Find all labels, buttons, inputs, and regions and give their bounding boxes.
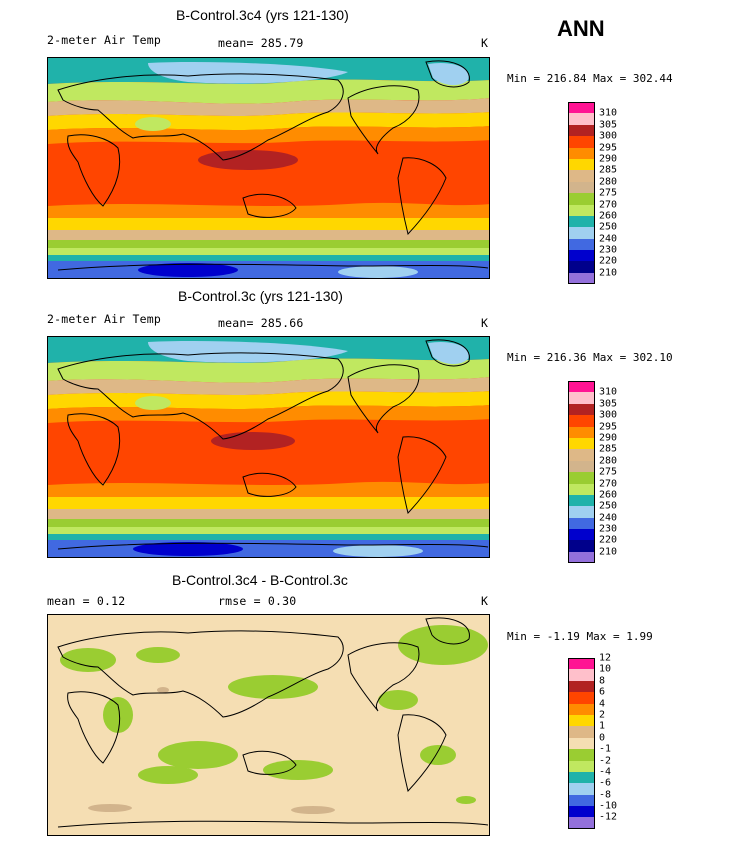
panel1-legend-label: 260: [599, 210, 618, 222]
panel1-legend-label: 290: [599, 153, 618, 165]
panel2-legend-label: 300: [599, 409, 618, 421]
panel3-legend-label: -12: [599, 811, 618, 823]
panel1-units: K: [481, 36, 489, 50]
panel1-colorbar: 310 305 300 295 290 285 280 275 270 260 …: [568, 102, 618, 285]
panel3-legend-label: 6: [599, 686, 606, 698]
panel3-colorbar: 12 10 8 6 4 2 1 0 -1 -2 -4 -6 -8 -10 -12: [568, 652, 618, 829]
panel3-legend-label: -10: [599, 800, 618, 812]
panel2-legend-label: 275: [599, 466, 618, 478]
panel3-legend-label: -2: [599, 754, 612, 766]
panel1-title: B-Control.3c4 (yrs 121-130): [176, 7, 349, 23]
panel3-minmax: Min = -1.19 Max = 1.99: [507, 630, 653, 643]
panel2-legend-label: 250: [599, 500, 618, 512]
panel1-legend-label: 295: [599, 141, 618, 153]
panel3-legend-label: 0: [599, 732, 606, 744]
panel3-legend-label: -4: [599, 766, 612, 778]
panel1-minmax: Min = 216.84 Max = 302.44: [507, 72, 673, 85]
panel2-variable: 2-meter Air Temp: [47, 312, 161, 326]
panel3-legend-label: -6: [599, 777, 612, 789]
panel2-legend-label: 270: [599, 477, 618, 489]
panel2-legend-label: 305: [599, 398, 618, 410]
panel2-legend-label: 260: [599, 489, 618, 501]
panel2-legend-label: 290: [599, 432, 618, 444]
panel1-legend-label: 230: [599, 244, 618, 256]
panel2-colorbar: 310 305 300 295 290 285 280 275 270 260 …: [568, 381, 618, 564]
panel2-minmax: Min = 216.36 Max = 302.10: [507, 351, 673, 364]
panel1-variable: 2-meter Air Temp: [47, 33, 161, 47]
panel2-units: K: [481, 316, 489, 330]
panel3-legend-label: 2: [599, 709, 606, 721]
panel1-legend-label: 280: [599, 176, 618, 188]
panel2-legend-label: 230: [599, 523, 618, 535]
panel2-map: [47, 336, 490, 558]
panel1-legend-label: 220: [599, 255, 618, 267]
panel2-mean: mean= 285.66: [218, 316, 304, 330]
panel1-legend-label: 285: [599, 164, 618, 176]
panel1-legend-label: 240: [599, 232, 618, 244]
season-label: ANN: [557, 16, 605, 41]
panel1-legend-label: 275: [599, 187, 618, 199]
panel2-legend-label: 240: [599, 511, 618, 523]
panel2-legend-label: 220: [599, 534, 618, 546]
panel1-legend-label: 310: [599, 107, 618, 119]
panel3-legend-label: 1: [599, 720, 606, 732]
panel1-legend-label: 300: [599, 130, 618, 142]
panel3-legend-label: 10: [599, 663, 612, 675]
panel2-legend-label: 295: [599, 420, 618, 432]
panel1-mean: mean= 285.79: [218, 36, 304, 50]
panel3-legend-label: -1: [599, 743, 612, 755]
panel3-map: [47, 614, 490, 836]
panel3-title: B-Control.3c4 - B-Control.3c: [172, 572, 348, 588]
panel2-legend-label: 285: [599, 443, 618, 455]
panel1-legend-label: 250: [599, 221, 618, 233]
panel3-legend-label: 4: [599, 697, 606, 709]
panel2-title: B-Control.3c (yrs 121-130): [178, 288, 343, 304]
panel1-legend-label: 270: [599, 198, 618, 210]
panel3-mean: mean = 0.12: [47, 594, 126, 608]
panel2-legend-label: 280: [599, 455, 618, 467]
panel1-legend-label: 210: [599, 267, 618, 279]
panel3-legend-label: 12: [599, 652, 612, 664]
panel3-legend-label: 8: [599, 675, 606, 687]
panel3-legend-label: -8: [599, 788, 612, 800]
panel2-legend-label: 210: [599, 546, 618, 558]
panel3-rmse: rmse = 0.30: [218, 594, 297, 608]
panel3-units: K: [481, 594, 489, 608]
panel1-map: [47, 57, 490, 279]
panel1-legend-label: 305: [599, 119, 618, 131]
panel2-legend-label: 310: [599, 386, 618, 398]
